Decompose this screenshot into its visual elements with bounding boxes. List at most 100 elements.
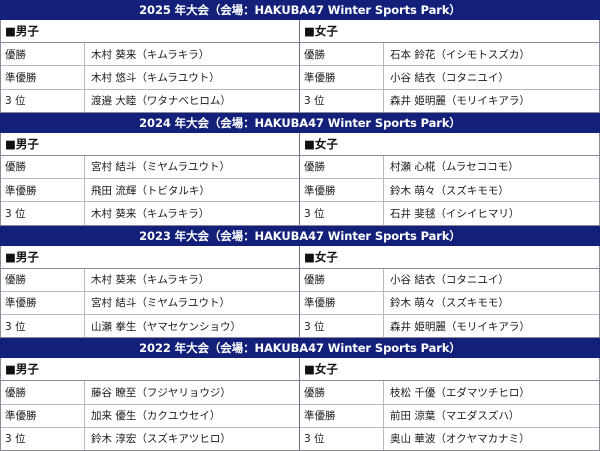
rank-cell: 優勝 [1, 268, 85, 291]
name-cell: 鈴木 萌々（スズキモモ） [390, 184, 509, 197]
name-cell: 木村 葵来（キムラキラ） [91, 274, 210, 287]
womens-rows: 優勝 石本 鈴花（イシモトスズカ） 準優勝 小谷 結衣（コタニユイ） 3 位 森… [300, 43, 599, 112]
name-cell: 石本 鈴花（イシモトスズカ） [390, 48, 530, 61]
name-cell: 小谷 結衣（コタニユイ） [390, 71, 509, 84]
mens-column-title: ■男子 [1, 20, 299, 43]
rank-cell: 3 位 [1, 427, 85, 450]
table-row: 優勝 木村 葵来（キムラキラ） [1, 268, 299, 292]
womens-rows: 優勝 小谷 結衣（コタニユイ） 準優勝 鈴木 萌々（スズキモモ） 3 位 森井 … [300, 268, 599, 338]
mens-column-title: ■男子 [1, 133, 299, 156]
name-cell: 加来 優生（カクユウセイ） [91, 410, 221, 423]
table-row: 準優勝 加来 優生（カクユウセイ） [1, 404, 299, 428]
name-cell: 木村 葵来（キムラキラ） [91, 48, 210, 61]
womens-column: ■女子 優勝 枝松 千優（エダマツチヒロ） 準優勝 前田 涼葉（マエダスズハ） … [300, 358, 599, 450]
year-header-title: 2024 年大会（会場：HAKUBA47 Winter Sports Park） [0, 112, 600, 133]
rank-cell: 準優勝 [300, 291, 384, 314]
table-row: 優勝 石本 鈴花（イシモトスズカ） [300, 43, 599, 67]
table-row: 3 位 木村 葵来（キムラキラ） [1, 202, 299, 225]
womens-rows: 優勝 枝松 千優（エダマツチヒロ） 準優勝 前田 涼葉（マエダスズハ） 3 位 … [300, 381, 599, 450]
year-block-2022: 2022 年大会（会場：HAKUBA47 Winter Sports Park）… [0, 338, 600, 451]
name-cell: 小谷 結衣（コタニユイ） [390, 274, 509, 287]
name-cell: 奥山 華波（オクヤマカナミ） [390, 433, 530, 446]
rank-cell: 準優勝 [300, 66, 384, 89]
rank-cell: 3 位 [300, 89, 384, 112]
rank-cell: 準優勝 [300, 179, 384, 202]
table-row: 3 位 鈴木 淳宏（スズキアツヒロ） [1, 427, 299, 450]
name-cell: 枝松 千優（エダマツチヒロ） [390, 386, 530, 399]
year-block-2024: 2024 年大会（会場：HAKUBA47 Winter Sports Park）… [0, 112, 600, 226]
rank-cell: 優勝 [300, 268, 384, 291]
table-row: 3 位 山瀬 拳生（ヤマセケンショウ） [1, 315, 299, 338]
womens-column: ■女子 優勝 石本 鈴花（イシモトスズカ） 準優勝 小谷 結衣（コタニユイ） 3… [300, 20, 599, 112]
womens-column: ■女子 優勝 村瀬 心椛（ムラセココモ） 準優勝 鈴木 萌々（スズキモモ） 3 … [300, 133, 599, 225]
womens-column-title: ■女子 [300, 358, 599, 382]
name-cell: 山瀬 拳生（ヤマセケンショウ） [91, 320, 242, 333]
year-header-title: 2023 年大会（会場：HAKUBA47 Winter Sports Park） [0, 225, 600, 246]
rank-cell: 3 位 [300, 315, 384, 338]
rank-cell: 準優勝 [300, 404, 384, 427]
table-row: 優勝 小谷 結衣（コタニユイ） [300, 268, 599, 292]
name-cell: 村瀬 心椛（ムラセココモ） [390, 161, 519, 174]
gender-columns: ■男子 優勝 宮村 結斗（ミヤムラユウト） 準優勝 飛田 流輝（トビタルキ） 3… [0, 132, 600, 226]
table-row: 3 位 渡邉 大睦（ワタナベヒロム） [1, 89, 299, 112]
womens-column-title: ■女子 [300, 246, 599, 269]
table-row: 優勝 藤谷 瞭至（フジヤリョウジ） [1, 381, 299, 405]
rank-cell: 3 位 [1, 202, 85, 225]
mens-rows: 優勝 宮村 結斗（ミヤムラユウト） 準優勝 飛田 流輝（トビタルキ） 3 位 木… [1, 155, 299, 225]
rank-cell: 準優勝 [1, 291, 85, 314]
table-row: 準優勝 宮村 結斗（ミヤムラユウト） [1, 291, 299, 315]
table-row: 準優勝 木村 悠斗（キムラユウト） [1, 66, 299, 90]
table-row: 3 位 森井 姫明麗（モリイキアラ） [300, 89, 599, 112]
womens-column-title: ■女子 [300, 20, 599, 43]
rank-cell: 優勝 [300, 381, 384, 404]
table-row: 準優勝 鈴木 萌々（スズキモモ） [300, 179, 599, 203]
rank-cell: 準優勝 [1, 179, 85, 202]
table-row: 準優勝 飛田 流輝（トビタルキ） [1, 179, 299, 203]
mens-rows: 優勝 藤谷 瞭至（フジヤリョウジ） 準優勝 加来 優生（カクユウセイ） 3 位 … [1, 381, 299, 450]
name-cell: 前田 涼葉（マエダスズハ） [390, 410, 520, 423]
rank-cell: 準優勝 [1, 404, 85, 427]
rank-cell: 優勝 [1, 155, 85, 178]
womens-column-title: ■女子 [300, 133, 599, 156]
table-row: 優勝 宮村 結斗（ミヤムラユウト） [1, 155, 299, 179]
rank-cell: 3 位 [1, 315, 85, 338]
name-cell: 鈴木 淳宏（スズキアツヒロ） [91, 433, 231, 446]
table-row: 準優勝 小谷 結衣（コタニユイ） [300, 66, 599, 90]
table-row: 優勝 木村 葵来（キムラキラ） [1, 43, 299, 67]
womens-column: ■女子 優勝 小谷 結衣（コタニユイ） 準優勝 鈴木 萌々（スズキモモ） 3 位… [300, 246, 599, 338]
table-row: 優勝 枝松 千優（エダマツチヒロ） [300, 381, 599, 405]
rank-cell: 3 位 [300, 427, 384, 450]
mens-rows: 優勝 木村 葵来（キムラキラ） 準優勝 木村 悠斗（キムラユウト） 3 位 渡邉… [1, 43, 299, 112]
name-cell: 鈴木 萌々（スズキモモ） [390, 297, 509, 310]
mens-column: ■男子 優勝 藤谷 瞭至（フジヤリョウジ） 準優勝 加来 優生（カクユウセイ） … [1, 358, 300, 450]
year-header-title: 2025 年大会（会場：HAKUBA47 Winter Sports Park） [0, 0, 600, 20]
rank-cell: 優勝 [1, 381, 85, 404]
mens-column: ■男子 優勝 宮村 結斗（ミヤムラユウト） 準優勝 飛田 流輝（トビタルキ） 3… [1, 132, 300, 225]
rank-cell: 優勝 [300, 43, 384, 66]
gender-columns: ■男子 優勝 木村 葵来（キムラキラ） 準優勝 木村 悠斗（キムラユウト） 3 … [0, 20, 600, 113]
table-row: 優勝 村瀬 心椛（ムラセココモ） [300, 155, 599, 179]
table-row: 3 位 奥山 華波（オクヤマカナミ） [300, 427, 599, 450]
name-cell: 宮村 結斗（ミヤムラユウト） [91, 297, 230, 310]
womens-rows: 優勝 村瀬 心椛（ムラセココモ） 準優勝 鈴木 萌々（スズキモモ） 3 位 石井… [300, 155, 599, 225]
rank-cell: 優勝 [1, 43, 85, 66]
name-cell: 藤谷 瞭至（フジヤリョウジ） [91, 386, 231, 399]
rank-cell: 3 位 [1, 89, 85, 112]
year-header-title: 2022 年大会（会場：HAKUBA47 Winter Sports Park） [0, 338, 600, 359]
name-cell: 宮村 結斗（ミヤムラユウト） [91, 161, 230, 174]
mens-column-title: ■男子 [1, 358, 299, 382]
rank-cell: 3 位 [300, 202, 384, 225]
year-block-2023: 2023 年大会（会場：HAKUBA47 Winter Sports Park）… [0, 225, 600, 339]
rank-cell: 優勝 [300, 155, 384, 178]
table-row: 3 位 森井 姫明麗（モリイキアラ） [300, 315, 599, 338]
table-row: 準優勝 前田 涼葉（マエダスズハ） [300, 404, 599, 428]
table-row: 準優勝 鈴木 萌々（スズキモモ） [300, 291, 599, 315]
rank-cell: 準優勝 [1, 66, 85, 89]
name-cell: 渡邉 大睦（ワタナベヒロム） [91, 95, 231, 108]
name-cell: 飛田 流輝（トビタルキ） [91, 184, 210, 197]
gender-columns: ■男子 優勝 木村 葵来（キムラキラ） 準優勝 宮村 結斗（ミヤムラユウト） 3… [0, 245, 600, 339]
mens-column: ■男子 優勝 木村 葵来（キムラキラ） 準優勝 宮村 結斗（ミヤムラユウト） 3… [1, 245, 300, 338]
name-cell: 木村 葵来（キムラキラ） [91, 207, 210, 220]
year-block-2025: 2025 年大会（会場：HAKUBA47 Winter Sports Park）… [0, 0, 600, 113]
